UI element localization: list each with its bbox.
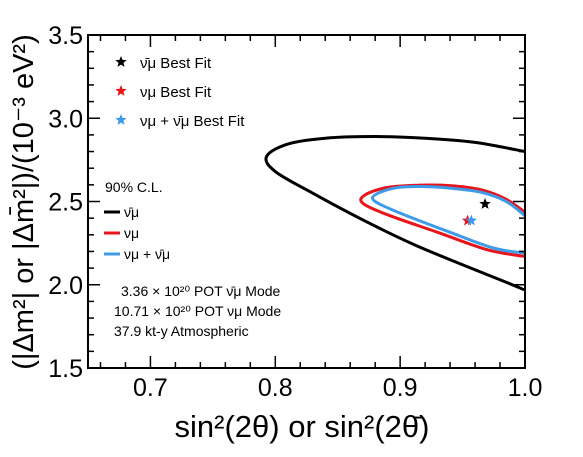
best-fit-star-combined [465, 214, 478, 226]
contour-antinu [264, 135, 525, 292]
x-tick-label: 0.9 [383, 374, 418, 402]
legend-star-antinu [115, 56, 127, 67]
legend-star-combined [115, 114, 127, 125]
axis-ticks [88, 34, 526, 369]
legend-best-fit-label: νμ Best Fit [140, 84, 212, 101]
x-axis-label: sin²(2θ) or sin²(2θ̄) [175, 409, 430, 444]
annotation-block: 3.36 × 10²⁰ POT ν̄μ Mode 10.71 × 10²⁰ POT… [114, 283, 281, 339]
y-tick-label: 2.5 [48, 189, 83, 217]
y-tick-label: 3.5 [48, 22, 83, 50]
legend-best-fit-label: νμ + ν̄μ Best Fit [140, 113, 245, 130]
y-tick-label: 2.0 [48, 272, 83, 300]
legend-contour-title: 90% C.L. [105, 179, 163, 195]
legend-star-nu [115, 85, 127, 96]
legend-contour-label: ν̄μ [124, 204, 139, 220]
contour-combined [370, 185, 525, 255]
legend-contour-label: νμ [124, 225, 139, 241]
legend: ν̄μ Best Fit νμ Best Fit νμ + ν̄μ Best Fit… [104, 55, 245, 262]
x-tick-label: 1.0 [508, 374, 543, 402]
legend-best-fit-label: ν̄μ Best Fit [140, 55, 212, 72]
annotation-line: 10.71 × 10²⁰ POT νμ Mode [114, 303, 281, 319]
x-tick-label: 0.8 [258, 374, 293, 402]
y-axis-label: (|Δm²| or |Δm̄²|)/(10⁻³ eV²) [8, 34, 40, 370]
y-tick-label: 3.0 [48, 105, 83, 133]
y-tick-label: 1.5 [48, 355, 83, 383]
axis-tick-labels: 0.7 0.8 0.9 1.0 1.5 2.0 2.5 3.0 3.5 [48, 22, 542, 402]
annotation-line: 3.36 × 10²⁰ POT ν̄μ Mode [121, 283, 281, 299]
legend-contour-label: νμ + ν̄μ [124, 246, 170, 262]
annotation-line: 37.9 kt-y Atmospheric [114, 323, 249, 339]
x-tick-label: 0.7 [133, 374, 168, 402]
contour-nu [359, 183, 525, 258]
best-fit-star-antinu [479, 198, 491, 209]
best-fit-layer [461, 198, 491, 226]
contour-layer [264, 135, 525, 292]
